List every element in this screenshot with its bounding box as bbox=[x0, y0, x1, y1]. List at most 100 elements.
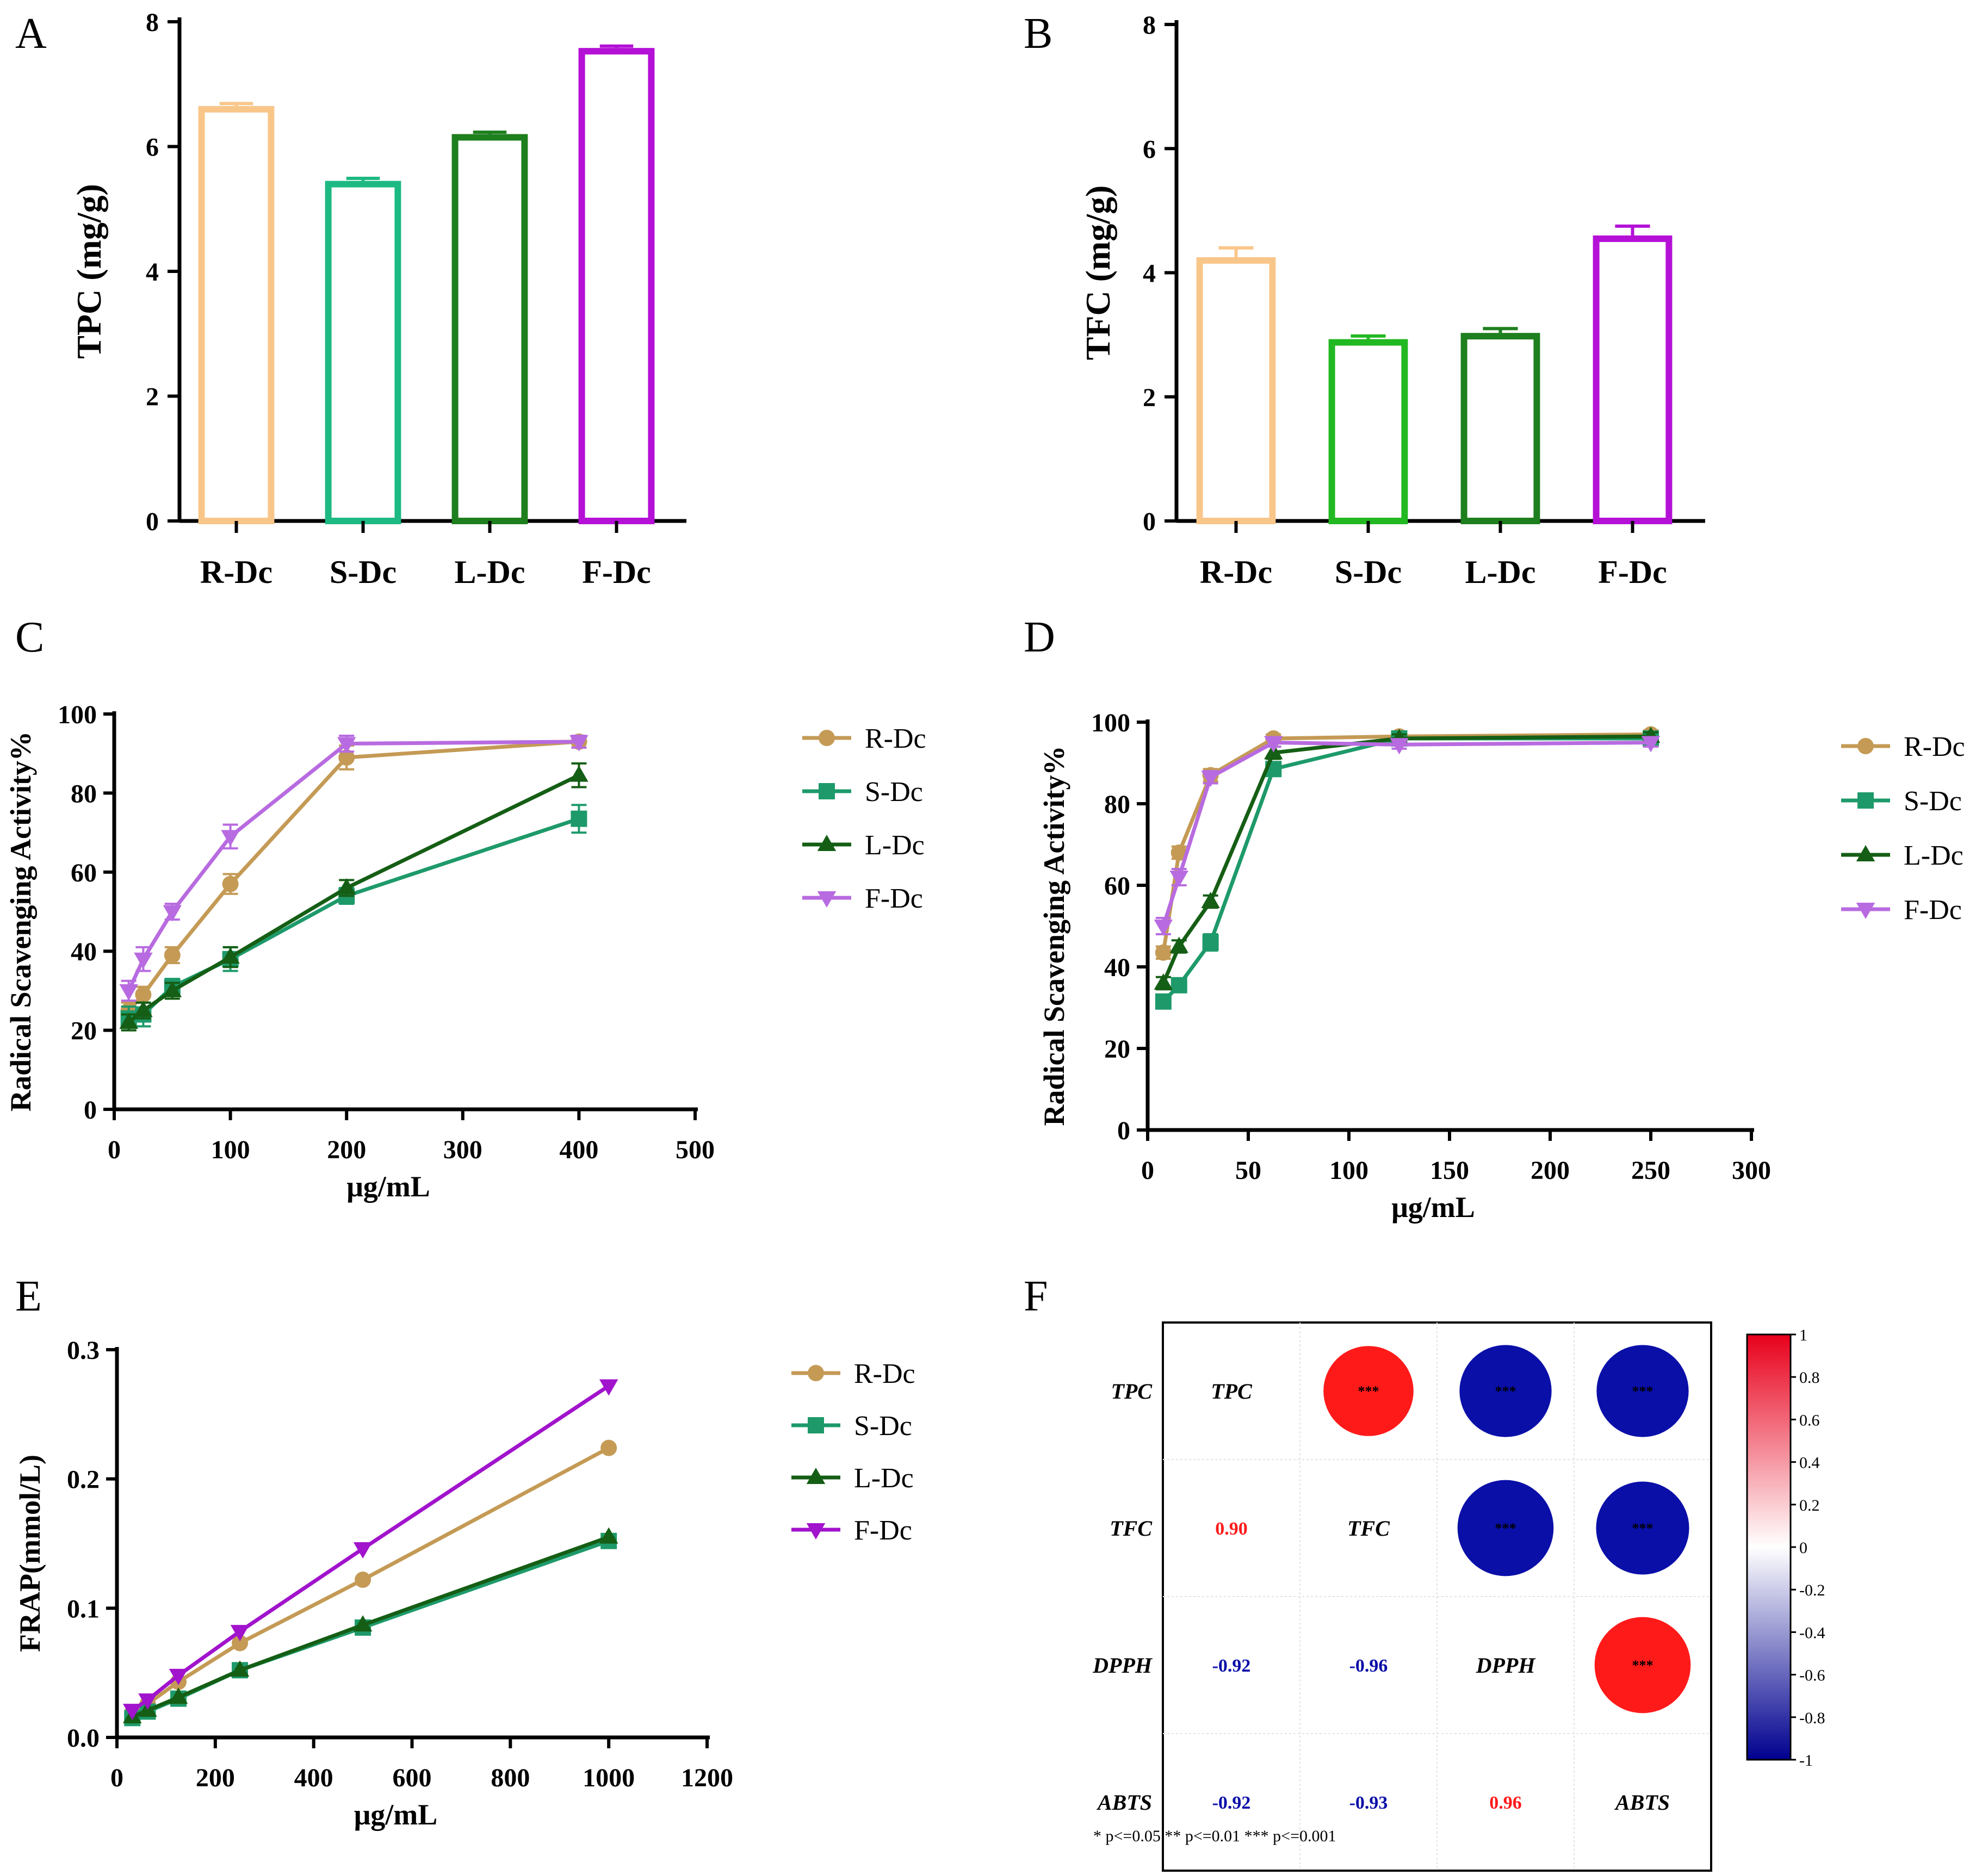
series-line-s-dc bbox=[1162, 736, 1651, 1003]
y-tick-label: 80 bbox=[1104, 790, 1130, 819]
corr-value: -0.93 bbox=[1349, 1793, 1388, 1813]
panel-letter-e: E bbox=[15, 1272, 42, 1320]
x-axis-label: μg/mL bbox=[346, 1170, 430, 1203]
significance-stars: *** bbox=[1632, 1520, 1653, 1536]
x-tick-label: 250 bbox=[1631, 1156, 1670, 1185]
legend-label-s-dc: S-Dc bbox=[854, 1411, 912, 1442]
marker-circle bbox=[232, 1635, 249, 1652]
corr-value: -0.96 bbox=[1349, 1656, 1388, 1676]
y-axis-label: TPC (mg/g) bbox=[70, 184, 108, 359]
marker-triangle-up bbox=[1201, 892, 1220, 908]
marker-triangle-down bbox=[1856, 903, 1875, 919]
marker-triangle-up bbox=[169, 1687, 188, 1704]
series-line-f-dc bbox=[1161, 740, 1651, 927]
row-label-tpc: TPC bbox=[1111, 1379, 1153, 1404]
significance-stars: *** bbox=[1495, 1383, 1516, 1399]
y-tick-label: 4 bbox=[1143, 259, 1156, 288]
marker-triangle-down bbox=[230, 1625, 250, 1642]
y-tick-label: 0.0 bbox=[67, 1724, 100, 1753]
marker-triangle-up bbox=[221, 947, 240, 964]
x-tick-label: 600 bbox=[393, 1764, 432, 1792]
y-tick-label: 20 bbox=[1104, 1035, 1130, 1064]
x-tick-label: 1000 bbox=[583, 1764, 635, 1792]
bar-l-dc bbox=[1460, 333, 1540, 524]
marker-circle bbox=[808, 1365, 824, 1381]
colorbar-tick-label: 0.8 bbox=[1799, 1369, 1820, 1387]
x-category-label: R-Dc bbox=[200, 554, 273, 590]
marker-triangle-up bbox=[353, 1615, 373, 1632]
marker-triangle-up bbox=[1154, 973, 1173, 990]
colorbar-tick-label: 0.2 bbox=[1799, 1497, 1820, 1514]
marker-triangle-down bbox=[569, 735, 589, 752]
y-tick-label: 40 bbox=[1104, 953, 1130, 982]
x-tick-label: 200 bbox=[327, 1135, 366, 1164]
x-axis-label: μg/mL bbox=[1391, 1191, 1475, 1224]
marker-triangle-up bbox=[230, 1660, 250, 1677]
y-tick-label: 0.3 bbox=[67, 1336, 100, 1365]
corr-value: 0.96 bbox=[1489, 1793, 1522, 1813]
marker-triangle-down bbox=[119, 984, 138, 1001]
marker-triangle-down bbox=[169, 1668, 188, 1685]
bar-l-dc bbox=[451, 134, 528, 525]
marker-square bbox=[571, 810, 587, 827]
marker-triangle-up bbox=[569, 765, 589, 782]
y-tick-label: 60 bbox=[1104, 872, 1130, 901]
diag-label-abts: ABTS bbox=[1614, 1790, 1670, 1815]
y-tick-label: 0 bbox=[146, 507, 159, 536]
marker-circle bbox=[135, 986, 152, 1003]
series-line-f-dc bbox=[127, 740, 579, 992]
bar-s-dc bbox=[1328, 339, 1408, 525]
y-tick-label: 2 bbox=[1143, 383, 1156, 412]
marker-square bbox=[1155, 993, 1172, 1010]
panel-a: A 0 2 4 6 8 TPC (mg/g) R-Dc S-Dc L-Dc F-Dc bbox=[15, 8, 686, 590]
marker-square bbox=[1202, 934, 1219, 951]
panel-b: B 0 2 4 6 8 TFC (mg/g) R-Dc S-Dc L-Dc F-Dc bbox=[1024, 10, 1705, 590]
colorbar-tick-label: -0.6 bbox=[1799, 1667, 1825, 1685]
corr-circle bbox=[1459, 1345, 1552, 1437]
x-tick-label: 0 bbox=[108, 1135, 121, 1164]
y-axis-label: Radical Scavenging Activity% bbox=[4, 731, 37, 1112]
bar-r-dc bbox=[1196, 257, 1276, 524]
x-category-label: F-Dc bbox=[1598, 554, 1667, 590]
colorbar bbox=[1746, 1333, 1792, 1761]
marker-triangle-down bbox=[163, 905, 182, 922]
y-tick-label: 0.1 bbox=[67, 1594, 100, 1623]
colorbar-tick-label: -0.4 bbox=[1799, 1624, 1825, 1642]
row-label-abts: ABTS bbox=[1096, 1790, 1152, 1815]
marker-triangle-down bbox=[806, 1523, 826, 1539]
y-tick-label: 60 bbox=[71, 859, 97, 887]
legend-label-f-dc: F-Dc bbox=[865, 883, 923, 914]
significance-footnote: * p<=0.05 ** p<=0.01 *** p<=0.001 bbox=[1093, 1827, 1336, 1845]
y-tick-label: 6 bbox=[146, 133, 159, 162]
marker-circle bbox=[164, 947, 181, 964]
corr-circle bbox=[1323, 1346, 1414, 1436]
x-tick-label: 500 bbox=[676, 1135, 715, 1164]
x-tick-label: 200 bbox=[196, 1764, 235, 1792]
panel-letter-a: A bbox=[15, 10, 47, 58]
marker-triangle-down bbox=[1264, 736, 1283, 753]
legend-label-f-dc: F-Dc bbox=[854, 1515, 912, 1546]
significance-stars: *** bbox=[1495, 1520, 1516, 1536]
marker-triangle-down bbox=[1169, 871, 1188, 887]
colorbar-tick-label: -1 bbox=[1799, 1752, 1813, 1770]
marker-circle bbox=[1857, 738, 1874, 754]
x-tick-label: 300 bbox=[443, 1135, 482, 1164]
panel-letter-c: C bbox=[15, 613, 44, 661]
marker-triangle-down bbox=[1201, 771, 1220, 787]
row-label-dpph: DPPH bbox=[1092, 1653, 1153, 1678]
marker-circle bbox=[338, 749, 355, 766]
marker-triangle-up bbox=[134, 1001, 153, 1017]
x-category-label: R-Dc bbox=[1200, 554, 1272, 590]
x-tick-label: 200 bbox=[1531, 1156, 1570, 1185]
panel-e: E 0.0 0.1 0.2 0.3 0 200 400 600 800 1000 1200 μg/mL F… bbox=[14, 1272, 915, 1831]
marker-triangle-up bbox=[119, 1013, 138, 1029]
marker-square bbox=[1857, 792, 1874, 809]
marker-circle bbox=[1155, 944, 1172, 961]
marker-triangle-down bbox=[337, 737, 356, 754]
colorbar-tick-label: 0 bbox=[1799, 1539, 1807, 1557]
colorbar-tick-label: 0.4 bbox=[1799, 1454, 1820, 1472]
corr-value: 0.90 bbox=[1215, 1519, 1248, 1539]
x-tick-label: 800 bbox=[491, 1764, 530, 1792]
x-tick-label: 0 bbox=[1141, 1156, 1154, 1185]
